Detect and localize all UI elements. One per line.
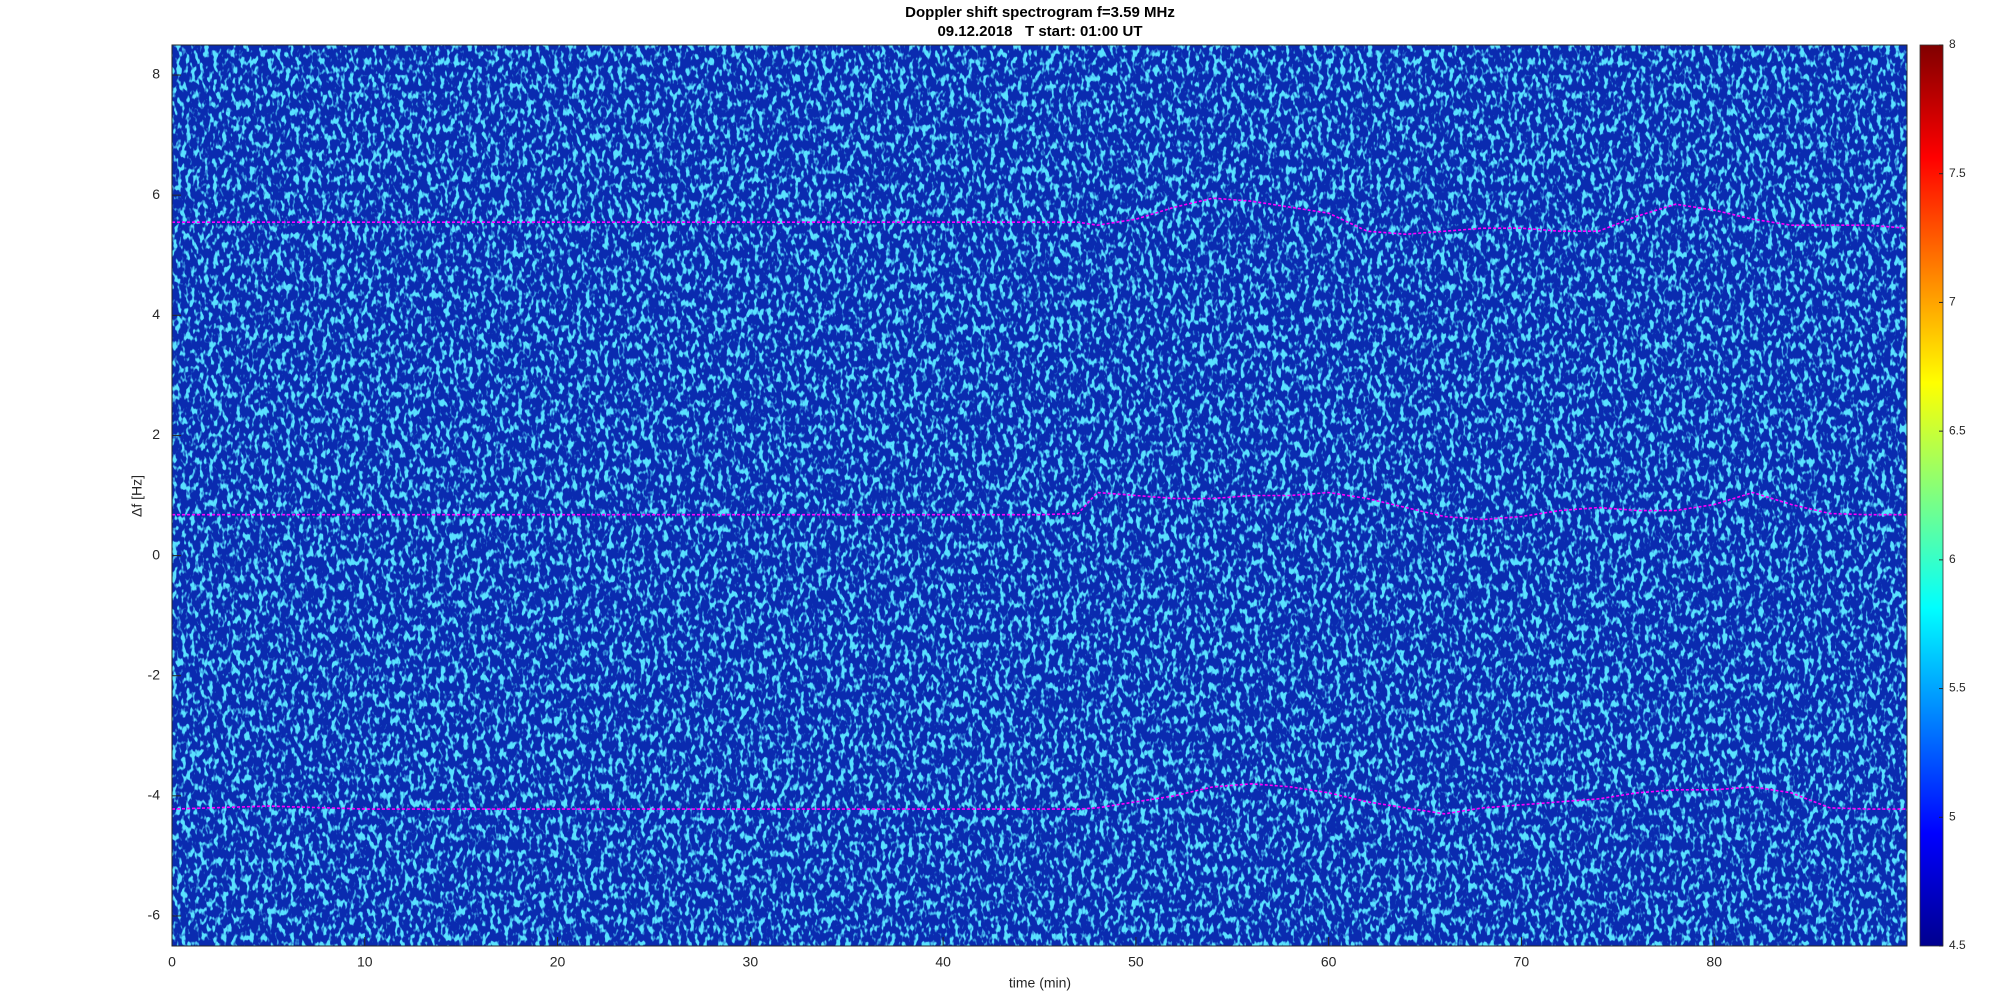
- y-tick-label: 8: [152, 66, 160, 82]
- x-tick-label: 10: [357, 954, 373, 970]
- colorbar-tick-label: 7.5: [1949, 166, 1966, 180]
- spectrogram-texture: [172, 45, 1907, 946]
- colorbar: [1919, 44, 1944, 947]
- y-tick-label: 4: [152, 306, 160, 322]
- plot-frame: [171, 44, 1908, 947]
- x-tick-label: 20: [550, 954, 566, 970]
- y-tick-label: -6: [148, 907, 161, 923]
- x-tick-label: 70: [1514, 954, 1530, 970]
- x-axis-label: time (min): [1009, 975, 1071, 991]
- colorbar-tick-label: 8: [1949, 37, 1956, 51]
- trace-line: [171, 783, 1907, 815]
- x-tick-label: 30: [743, 954, 759, 970]
- y-axis-label: Δf [Hz]: [129, 475, 145, 517]
- chart-title: Doppler shift spectrogram f=3.59 MHz: [905, 4, 1175, 21]
- colorbar-tick-label: 6: [1949, 552, 1956, 566]
- y-tick-label: -2: [148, 666, 161, 682]
- x-tick-label: 50: [1128, 954, 1144, 970]
- colorbar-tick-label: 5.5: [1949, 681, 1966, 695]
- y-tick-label: 6: [152, 186, 160, 202]
- y-tick-label: 0: [152, 546, 160, 562]
- y-tick-label: -4: [148, 787, 161, 803]
- x-tick-label: 60: [1321, 954, 1337, 970]
- chart-subtitle: 09.12.2018 T start: 01:00 UT: [937, 23, 1142, 40]
- x-tick-label: 0: [168, 954, 176, 970]
- plot-layer: 0 10 20 30 40 50 60 70 80 -6 -4 -2 0 2 4 6 8 4.5 5 5.5 6 6.5 7…: [148, 37, 1966, 970]
- colorbar-tick-label: 6.5: [1949, 423, 1966, 437]
- colorbar-tick-label: 5: [1949, 809, 1956, 823]
- colorbar-tick-label: 7: [1949, 295, 1956, 309]
- trace-line: [172, 197, 1908, 236]
- colorbar-tick-label: 4.5: [1949, 938, 1966, 952]
- x-tick-label: 80: [1706, 954, 1722, 970]
- trace-line: [172, 491, 1907, 521]
- y-tick-label: 2: [152, 426, 160, 442]
- x-tick-label: 40: [935, 954, 951, 970]
